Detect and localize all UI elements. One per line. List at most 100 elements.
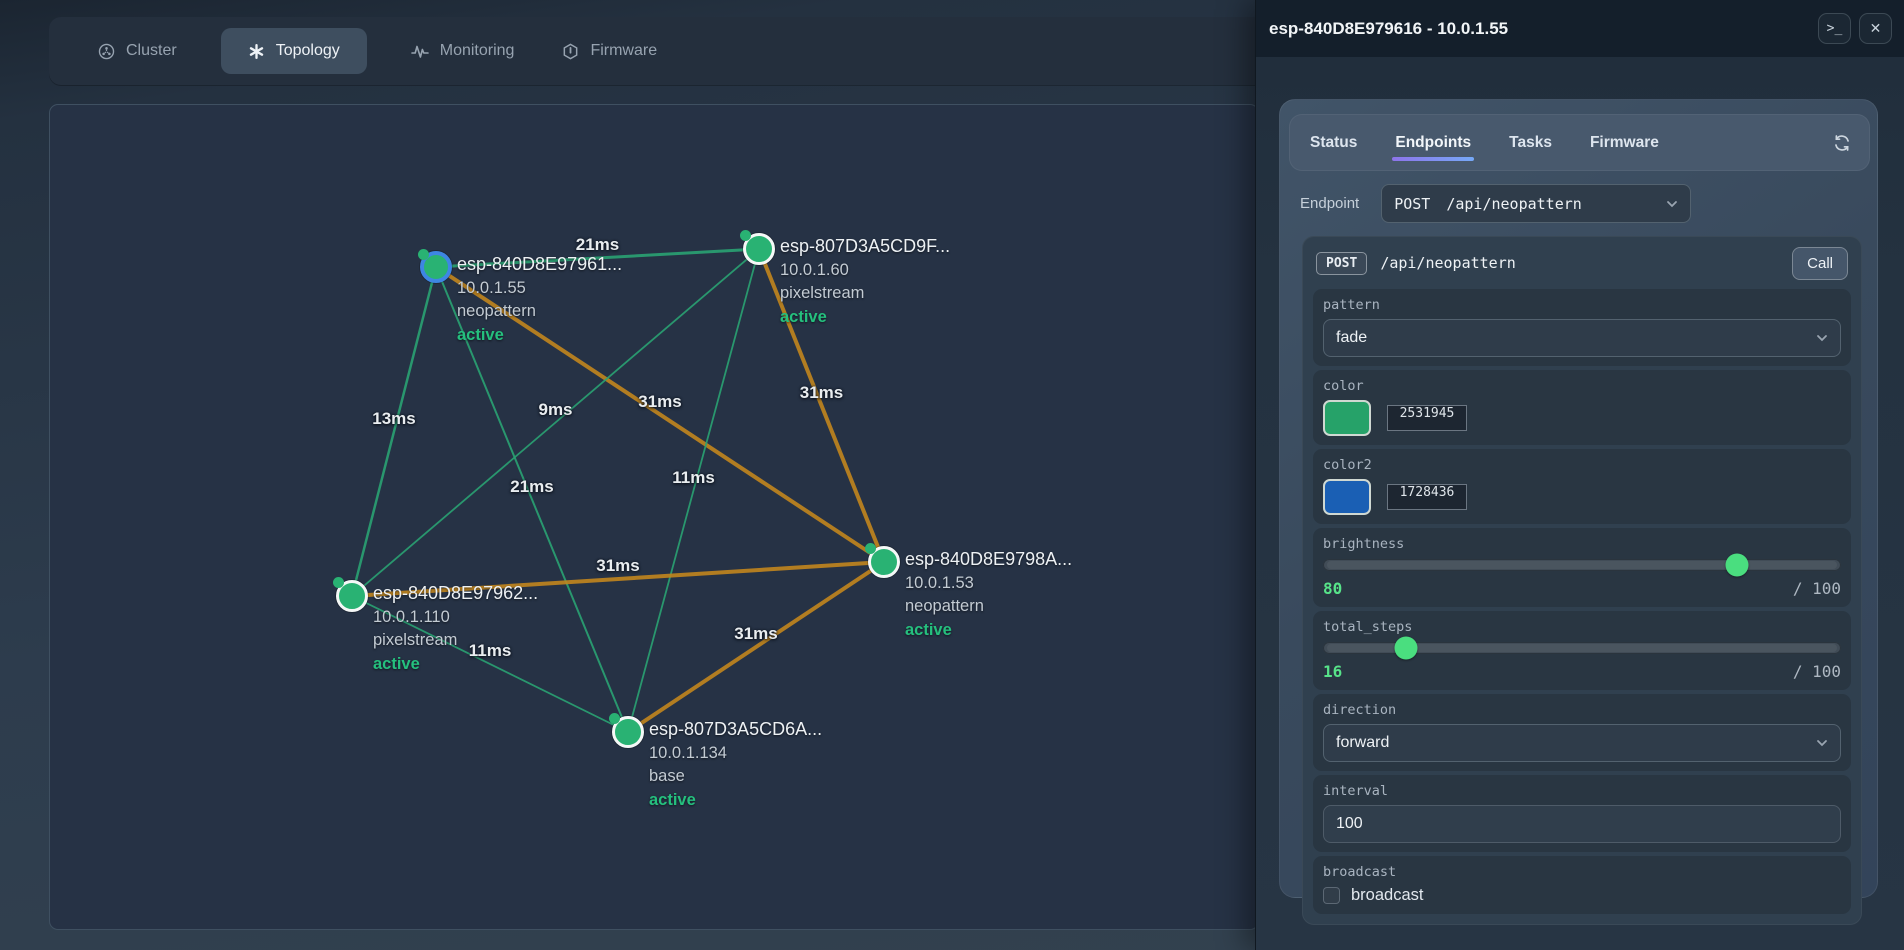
node-type: pixelstream — [780, 284, 865, 302]
tab-tasks[interactable]: Tasks — [1509, 133, 1552, 151]
node-ip: 10.0.1.55 — [457, 278, 526, 297]
nav-item-label: Topology — [275, 42, 340, 59]
field-label: direction — [1323, 702, 1397, 718]
brightness-slider-thumb[interactable] — [1725, 553, 1749, 577]
topology-node-A[interactable] — [418, 249, 452, 283]
field-label: interval — [1323, 783, 1389, 799]
field-label: broadcast — [1323, 864, 1397, 880]
total_steps-slider[interactable] — [1323, 636, 1841, 660]
topology-node-C[interactable] — [865, 543, 900, 578]
nav-item-label: Firmware — [590, 42, 658, 59]
node-status: active — [905, 620, 952, 639]
node-type: pixelstream — [373, 631, 458, 649]
node-status: active — [649, 790, 696, 809]
node-name: esp-807D3A5CD9F... — [780, 236, 951, 256]
field-label: total_steps — [1323, 619, 1413, 635]
slider-groove — [1327, 561, 1837, 569]
total_steps-slider-thumb[interactable] — [1394, 636, 1418, 660]
direction-select[interactable]: forward — [1323, 724, 1841, 762]
chevron-down-icon — [1816, 334, 1828, 342]
field-row-direction: direction forward — [1313, 694, 1851, 771]
panel-title: esp-840D8E979616 - 10.0.1.55 — [1269, 18, 1509, 38]
field-row-color: color 2531945 — [1313, 370, 1851, 445]
node-name: esp-840D8E97961... — [457, 254, 623, 274]
topology-node-B[interactable] — [740, 230, 775, 265]
nav-item-firmware[interactable]: Firmware — [558, 28, 661, 74]
nav-item-topology[interactable]: Topology — [220, 28, 367, 74]
topology-edges — [350, 247, 886, 734]
field-row-broadcast: broadcast broadcast — [1313, 856, 1851, 914]
node-info: esp-807D3A5CD9F... 10.0.1.60 pixelstream ac… — [780, 235, 950, 329]
field-label: brightness — [1323, 536, 1405, 552]
field-label: color2 — [1323, 457, 1372, 473]
interval-input[interactable]: 100 — [1323, 805, 1841, 843]
endpoint-form: POST /api/neopattern Call pattern fade col… — [1302, 236, 1862, 925]
endpoint-select[interactable]: POST /api/neopattern — [1381, 184, 1692, 223]
node-info: esp-840D8E97962... 10.0.1.110 pixelstream a… — [373, 582, 538, 676]
panel-tabbar: Status Endpoints Tasks Firmware — [1289, 114, 1870, 171]
call-button[interactable]: Call — [1792, 246, 1848, 280]
node-ip: 10.0.1.110 — [373, 607, 450, 626]
node-type: neopattern — [905, 597, 984, 615]
panel-body: Status Endpoints Tasks Firmware Endpoint PO… — [1256, 57, 1904, 950]
call-button-label: Call — [1807, 254, 1833, 272]
field-row-total_steps: total_steps 16 / 100 — [1313, 611, 1851, 690]
select-value: fade — [1336, 329, 1368, 346]
terminal-icon: >_ — [1826, 21, 1843, 36]
panel-header: esp-840D8E979616 - 10.0.1.55 >_ ✕ — [1256, 0, 1904, 57]
node-info: esp-840D8E9798A... 10.0.1.53 neopattern act… — [905, 548, 1072, 642]
color2-value-input[interactable]: 1728436 — [1387, 484, 1467, 510]
slider-groove — [1327, 644, 1837, 652]
node-name: esp-807D3A5CD6A... — [649, 719, 823, 739]
top-nav: Cluster Topology Monitoring Firmware — [49, 17, 1339, 85]
device-panel: esp-840D8E979616 - 10.0.1.55 >_ ✕ Status… — [1255, 0, 1904, 950]
node-type: neopattern — [457, 302, 536, 320]
slider-max: / 100 — [1792, 579, 1841, 598]
color2-swatch[interactable] — [1323, 479, 1371, 515]
color-swatch[interactable] — [1323, 400, 1371, 436]
field-row-interval: interval 100 — [1313, 775, 1851, 852]
node-info: esp-840D8E97961... 10.0.1.55 neopattern act… — [457, 253, 622, 347]
brightness-slider[interactable] — [1323, 553, 1841, 577]
node-status-dot — [418, 249, 429, 260]
endpoint-label: Endpoint — [1300, 195, 1360, 212]
broadcast-checkbox[interactable] — [1323, 887, 1340, 904]
request-header: POST /api/neopattern Call — [1313, 245, 1851, 285]
tab-status[interactable]: Status — [1310, 133, 1358, 151]
monitoring-icon — [410, 44, 429, 59]
pattern-select[interactable]: fade — [1323, 319, 1841, 357]
endpoint-path: /api/neopattern — [1446, 194, 1582, 213]
nav-item-monitoring[interactable]: Monitoring — [407, 28, 519, 74]
firmware-icon — [562, 43, 579, 60]
topology-canvas[interactable]: 21ms 31ms 13ms 21ms 31ms 9ms 11ms 31ms 31ms 11ms … — [49, 104, 1259, 930]
request-path: /api/neopattern — [1380, 254, 1516, 272]
refresh-button[interactable] — [1833, 134, 1851, 152]
close-icon: ✕ — [1869, 20, 1882, 36]
method-badge: POST — [1316, 251, 1368, 275]
topology-node-D[interactable] — [333, 577, 368, 612]
nav-item-cluster[interactable]: Cluster — [94, 28, 181, 74]
topology-node-E[interactable] — [609, 713, 644, 748]
slider-value: 16 — [1323, 662, 1343, 681]
node-info: esp-807D3A5CD6A... 10.0.1.134 base active — [649, 718, 822, 812]
field-row-brightness: brightness 80 / 100 — [1313, 528, 1851, 607]
node-ip: 10.0.1.134 — [649, 743, 727, 762]
node-ip: 10.0.1.60 — [780, 260, 849, 279]
color-value-input[interactable]: 2531945 — [1387, 405, 1467, 431]
endpoint-selector-row: Endpoint POST /api/neopattern — [1300, 184, 1692, 223]
tab-firmware[interactable]: Firmware — [1589, 133, 1659, 151]
nav-item-label: Monitoring — [439, 42, 515, 59]
endpoint-method: POST — [1394, 194, 1431, 213]
close-button[interactable]: ✕ — [1859, 13, 1892, 44]
terminal-button[interactable]: >_ — [1818, 13, 1851, 44]
field-row-color2: color2 1728436 — [1313, 449, 1851, 524]
field-label: color — [1323, 378, 1364, 394]
panel-tabs: Status Endpoints Tasks Firmware — [1310, 115, 1659, 170]
cluster-icon — [98, 43, 115, 60]
chevron-down-icon — [1666, 200, 1678, 208]
tab-endpoints[interactable]: Endpoints — [1392, 115, 1474, 170]
slider-value: 80 — [1323, 579, 1343, 598]
refresh-icon — [1835, 134, 1849, 151]
node-status-dot — [865, 543, 876, 554]
